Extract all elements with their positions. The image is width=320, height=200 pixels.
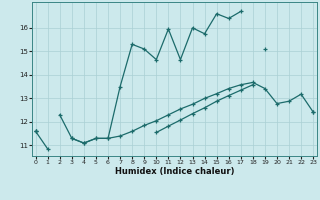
X-axis label: Humidex (Indice chaleur): Humidex (Indice chaleur) — [115, 167, 234, 176]
